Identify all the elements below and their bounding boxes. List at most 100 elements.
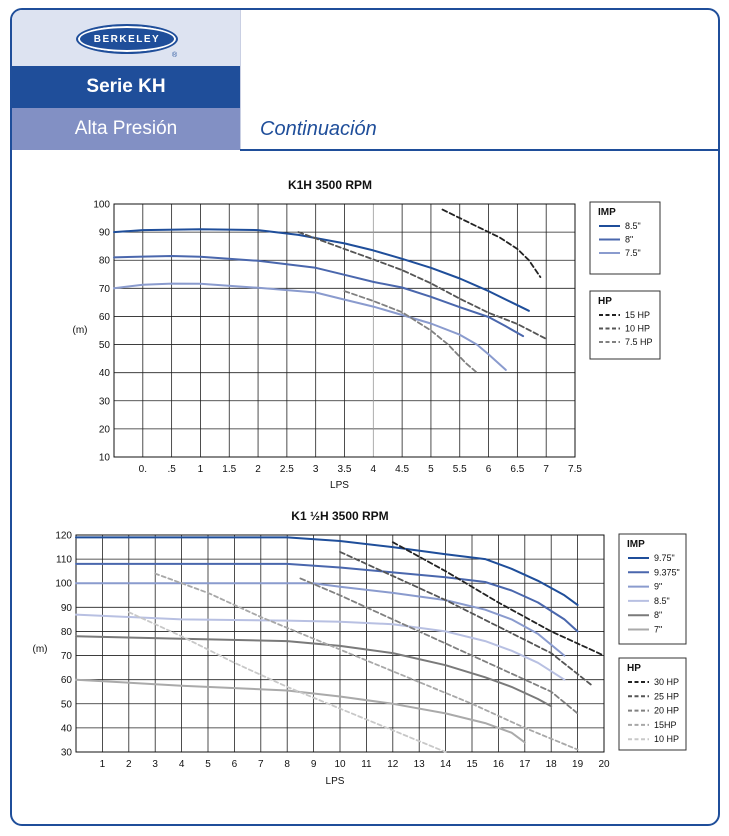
legend-imp-box xyxy=(618,533,687,645)
x-tick-label: 11 xyxy=(361,759,372,770)
x-tick-label: 5.5 xyxy=(453,464,467,475)
series-subtitle: Alta Presión xyxy=(12,108,240,150)
y-axis-label: (m) xyxy=(33,644,48,655)
y-tick-label: 60 xyxy=(99,312,111,323)
x-tick-label: 2 xyxy=(255,464,261,475)
legend-entry: 8" xyxy=(625,235,633,245)
legend-hp-box xyxy=(589,290,661,360)
x-tick-label: 19 xyxy=(572,759,584,770)
x-tick-label: 7.5 xyxy=(568,464,582,475)
y-tick-label: 120 xyxy=(55,531,72,542)
x-tick-label: .5 xyxy=(167,464,176,475)
legend-entry: 10 HP xyxy=(625,324,650,334)
legend-entry: 9.75" xyxy=(654,553,675,563)
berkeley-logo: BERKELEY xyxy=(76,24,178,54)
x-tick-label: 4 xyxy=(371,464,377,475)
y-tick-label: 40 xyxy=(99,368,111,379)
x-tick-label: 5 xyxy=(205,759,211,770)
logo-text: BERKELEY xyxy=(93,33,161,45)
x-axis-label: LPS xyxy=(326,776,345,787)
series-line-8- xyxy=(75,635,553,708)
series-line-10-hp xyxy=(127,611,447,753)
series-line-15-hp xyxy=(441,208,542,278)
x-tick-label: 1 xyxy=(100,759,106,770)
x-tick-label: 6 xyxy=(232,759,238,770)
x-tick-label: 15 xyxy=(466,759,478,770)
x-tick-label: 14 xyxy=(440,759,452,770)
chart-title: K1H 3500 RPM xyxy=(288,178,372,192)
x-tick-label: 7 xyxy=(543,464,549,475)
x-tick-label: 16 xyxy=(493,759,505,770)
x-tick-label: 6.5 xyxy=(510,464,524,475)
legend-entry: 25 HP xyxy=(654,691,679,701)
series-line-20-hp xyxy=(299,577,579,715)
y-tick-label: 30 xyxy=(99,396,111,407)
y-tick-label: 40 xyxy=(61,723,73,734)
series-line-25-hp xyxy=(339,551,592,686)
legend-imp-box xyxy=(589,201,661,275)
continuation-label: Continuación xyxy=(260,118,377,140)
legend-entry: 8.5" xyxy=(625,221,641,231)
legend-imp-title: IMP xyxy=(627,539,645,550)
series-line-7-5-hp xyxy=(343,290,478,374)
y-tick-label: 10 xyxy=(99,453,111,464)
header-rule xyxy=(240,149,718,151)
x-tick-label: 10 xyxy=(334,759,346,770)
y-tick-label: 100 xyxy=(93,200,110,211)
chart-title: K1 ½H 3500 RPM xyxy=(291,509,388,523)
registered-mark: ® xyxy=(172,52,178,59)
legend-entry: 8.5" xyxy=(654,596,670,606)
series-line-15hp xyxy=(154,572,579,751)
x-tick-label: 4 xyxy=(179,759,185,770)
y-axis-label: (m) xyxy=(73,325,88,336)
y-tick-label: 90 xyxy=(99,228,111,239)
series-line-10-hp xyxy=(297,231,548,340)
plot-frame xyxy=(75,534,605,753)
plot-grid xyxy=(113,203,576,458)
x-tick-label: 1.5 xyxy=(222,464,236,475)
legend-entry: 30 HP xyxy=(654,677,679,687)
y-tick-label: 90 xyxy=(61,603,73,614)
series-line-9-75- xyxy=(75,536,579,606)
legend-imp-title: IMP xyxy=(598,207,616,218)
x-tick-label: 9 xyxy=(311,759,317,770)
series-line-7-5- xyxy=(113,282,507,371)
x-tick-label: 4.5 xyxy=(395,464,409,475)
legend-entry: 9" xyxy=(654,582,662,592)
y-tick-label: 60 xyxy=(61,675,73,686)
series-line-9-375- xyxy=(75,562,579,633)
y-tick-label: 80 xyxy=(99,256,111,267)
series-line-8-5- xyxy=(113,228,530,312)
legend-hp-title: HP xyxy=(627,663,641,674)
x-tick-label: 2 xyxy=(126,759,132,770)
legend-hp-box xyxy=(618,657,687,751)
x-tick-label: 6 xyxy=(486,464,492,475)
legend-entry: 7.5 HP xyxy=(625,337,653,347)
y-tick-label: 110 xyxy=(56,555,72,566)
y-tick-label: 100 xyxy=(55,579,72,590)
y-tick-label: 70 xyxy=(61,651,73,662)
plot-frame xyxy=(113,203,576,458)
legend-entry: 10 HP xyxy=(654,734,679,744)
series-line-8-5- xyxy=(75,613,566,681)
logo-panel: BERKELEY ® xyxy=(12,10,240,66)
x-tick-label: 13 xyxy=(414,759,426,770)
y-tick-label: 30 xyxy=(61,748,73,759)
y-tick-label: 20 xyxy=(99,424,111,435)
legend-entry: 7.5" xyxy=(625,248,641,258)
x-tick-label: 2.5 xyxy=(280,464,294,475)
page-frame: BERKELEY ® Serie KH Alta Presión Continu… xyxy=(10,8,720,826)
x-tick-label: 1 xyxy=(198,464,204,475)
x-tick-label: 3 xyxy=(152,759,158,770)
y-tick-label: 50 xyxy=(99,340,111,351)
legend-entry: 9.375" xyxy=(654,567,680,577)
x-tick-label: 17 xyxy=(519,759,531,770)
series-line-7- xyxy=(75,678,526,744)
legend-entry: 15 HP xyxy=(625,310,650,320)
legend-hp-title: HP xyxy=(598,296,612,307)
x-tick-label: 12 xyxy=(387,759,399,770)
legend-entry: 20 HP xyxy=(654,706,679,716)
x-tick-label: 18 xyxy=(546,759,558,770)
x-tick-label: 3 xyxy=(313,464,319,475)
